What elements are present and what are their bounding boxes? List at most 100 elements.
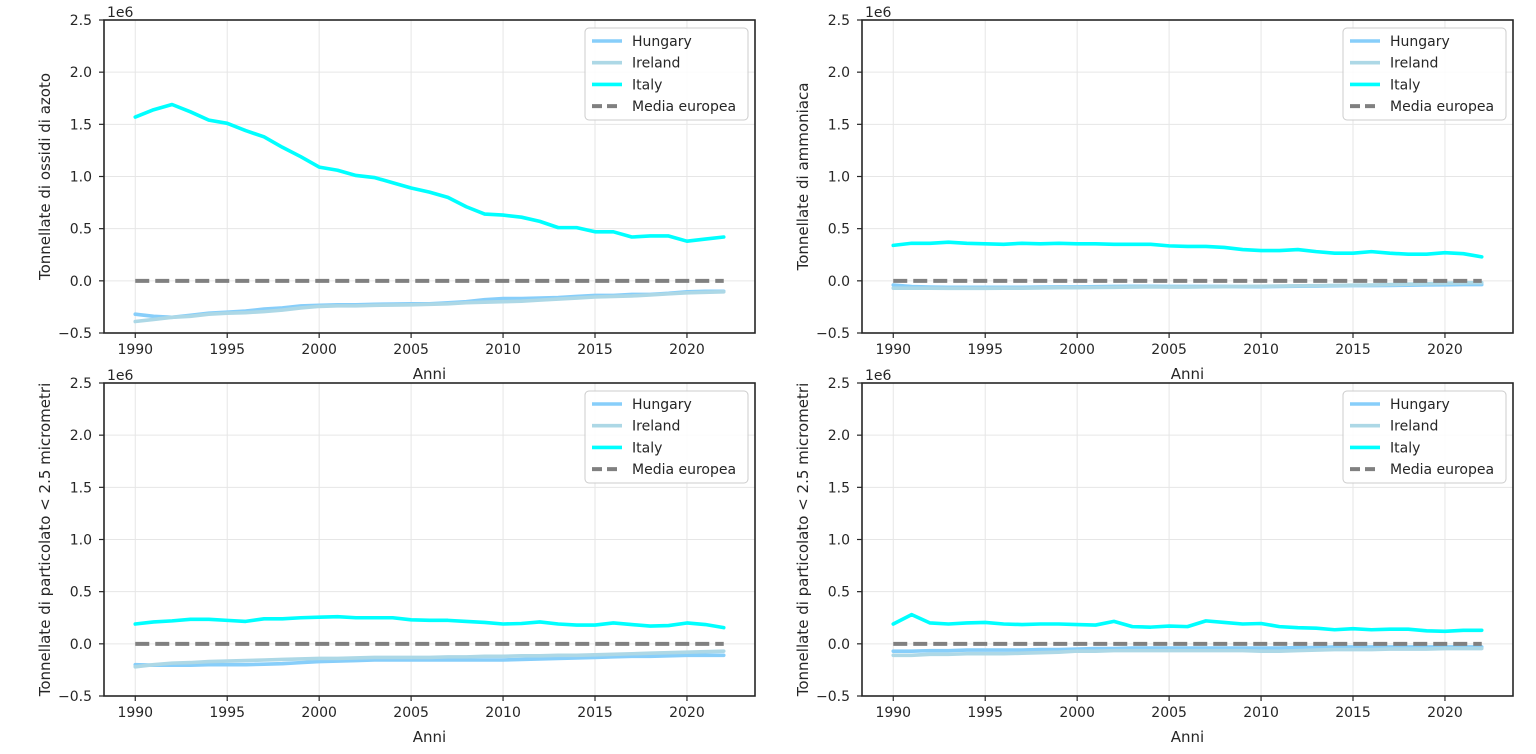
y-tick-label: 0.0 (70, 637, 92, 653)
legend-label: Italy (632, 440, 662, 456)
y-axis-label: Tonnellate di particolato < 2.5 micromet… (36, 383, 54, 698)
series-line-hungary (891, 645, 1484, 653)
x-tick-label: 2005 (1151, 342, 1187, 358)
y-tick-label: 1.5 (828, 480, 850, 496)
y-tick-label: 1.0 (828, 533, 850, 549)
x-tick-label: 2005 (393, 705, 429, 721)
series-line-italy (133, 102, 726, 243)
legend-label: Ireland (632, 56, 680, 72)
y-tick-label: 0.0 (828, 274, 850, 290)
legend-label: Ireland (1390, 56, 1438, 72)
x-tick-label: 1990 (117, 342, 153, 358)
legend-label: Media europea (632, 99, 736, 115)
x-tick-label: 1990 (117, 705, 153, 721)
y-tick-label: 2.0 (70, 65, 92, 81)
x-tick-label: 1995 (967, 705, 1003, 721)
x-tick-label: 2000 (301, 342, 337, 358)
legend-label: Italy (632, 77, 662, 93)
legend-box (584, 27, 749, 121)
series-line-ireland (133, 289, 726, 324)
y-tick-label: 0.5 (828, 585, 850, 601)
y-tick-label: −0.5 (816, 326, 850, 342)
x-tick-label: 2015 (577, 705, 613, 721)
y-offset-label: 1e6 (865, 368, 892, 384)
legend-box (1342, 27, 1507, 121)
y-tick-label: 0.5 (70, 585, 92, 601)
x-tick-label: 2010 (1243, 705, 1279, 721)
series-line-ireland (891, 646, 1484, 658)
y-axis-label: Tonnellate di ammoniaca (794, 83, 812, 272)
x-tick-label: 1995 (209, 705, 245, 721)
x-tick-label: 1995 (209, 342, 245, 358)
chart-panel-2: 1990 1995 2000 2005 2010 2015 2020 −0.5 0.0 0.5 1.… (794, 5, 1514, 383)
x-tick-label: 2000 (1059, 342, 1095, 358)
y-tick-label: −0.5 (58, 326, 92, 342)
chart-panel-3: 1990 1995 2000 2005 2010 2015 2020 −0.5 0.0 0.5 1.… (36, 368, 756, 746)
legend-label: Media europea (1390, 462, 1494, 478)
legend: Hungary Ireland Italy Media europea (1342, 27, 1507, 121)
legend-label: Media europea (632, 462, 736, 478)
x-tick-label: 2015 (1335, 705, 1371, 721)
legend: Hungary Ireland Italy Media europea (584, 390, 749, 484)
y-axis-label: Tonnellate di particolato < 2.5 micromet… (794, 383, 812, 698)
y-tick-label: 2.0 (70, 428, 92, 444)
legend-label: Media europea (1390, 99, 1494, 115)
x-tick-label: 2015 (577, 342, 613, 358)
y-tick-label: 2.5 (70, 13, 92, 29)
y-offset-label: 1e6 (107, 5, 134, 21)
y-tick-label: 1.5 (828, 117, 850, 133)
legend-label: Hungary (632, 397, 692, 413)
x-tick-label: 2010 (485, 705, 521, 721)
y-tick-label: 1.0 (828, 170, 850, 186)
legend: Hungary Ireland Italy Media europea (1342, 390, 1507, 484)
series-line-ireland (891, 280, 1484, 291)
series-line-ireland (133, 649, 726, 669)
x-tick-label: 2000 (1059, 705, 1095, 721)
legend-box (584, 390, 749, 484)
x-axis-label: Anni (1171, 365, 1204, 383)
legend-label: Hungary (1390, 34, 1450, 50)
x-tick-label: 1990 (875, 342, 911, 358)
y-tick-label: 0.0 (828, 637, 850, 653)
legend-label: Hungary (632, 34, 692, 50)
x-tick-label: 2000 (301, 705, 337, 721)
x-tick-label: 2020 (669, 705, 705, 721)
legend-box (1342, 390, 1507, 484)
x-axis-label: Anni (413, 728, 446, 746)
y-tick-label: 2.0 (828, 428, 850, 444)
chart-panel-4: 1990 1995 2000 2005 2010 2015 2020 −0.5 0.0 0.5 1.… (794, 368, 1514, 746)
y-tick-label: 2.5 (828, 376, 850, 392)
y-tick-label: 1.5 (70, 117, 92, 133)
series-line-italy (891, 240, 1484, 259)
x-tick-label: 2020 (1427, 342, 1463, 358)
x-tick-label: 2010 (1243, 342, 1279, 358)
x-tick-label: 2005 (393, 342, 429, 358)
series-line-hungary (133, 653, 726, 668)
x-tick-label: 2005 (1151, 705, 1187, 721)
x-tick-label: 1995 (967, 342, 1003, 358)
legend-label: Hungary (1390, 397, 1450, 413)
legend-label: Ireland (632, 419, 680, 435)
series-line-italy (891, 612, 1484, 634)
x-tick-label: 2020 (1427, 705, 1463, 721)
x-tick-label: 2020 (669, 342, 705, 358)
y-tick-label: 0.5 (70, 222, 92, 238)
y-tick-label: 2.0 (828, 65, 850, 81)
y-tick-label: 1.0 (70, 170, 92, 186)
y-tick-label: 2.5 (828, 13, 850, 29)
x-tick-label: 1990 (875, 705, 911, 721)
x-tick-label: 2015 (1335, 342, 1371, 358)
y-axis-label: Tonnellate di ossidi di azoto (36, 73, 54, 281)
y-tick-label: 1.5 (70, 480, 92, 496)
legend-label: Italy (1390, 440, 1420, 456)
legend-label: Italy (1390, 77, 1420, 93)
x-axis-label: Anni (1171, 728, 1204, 746)
x-tick-label: 2010 (485, 342, 521, 358)
series-line-italy (133, 614, 726, 630)
legend: Hungary Ireland Italy Media europea (584, 27, 749, 121)
y-tick-label: −0.5 (816, 689, 850, 705)
y-tick-label: −0.5 (58, 689, 92, 705)
y-offset-label: 1e6 (865, 5, 892, 21)
legend-label: Ireland (1390, 419, 1438, 435)
